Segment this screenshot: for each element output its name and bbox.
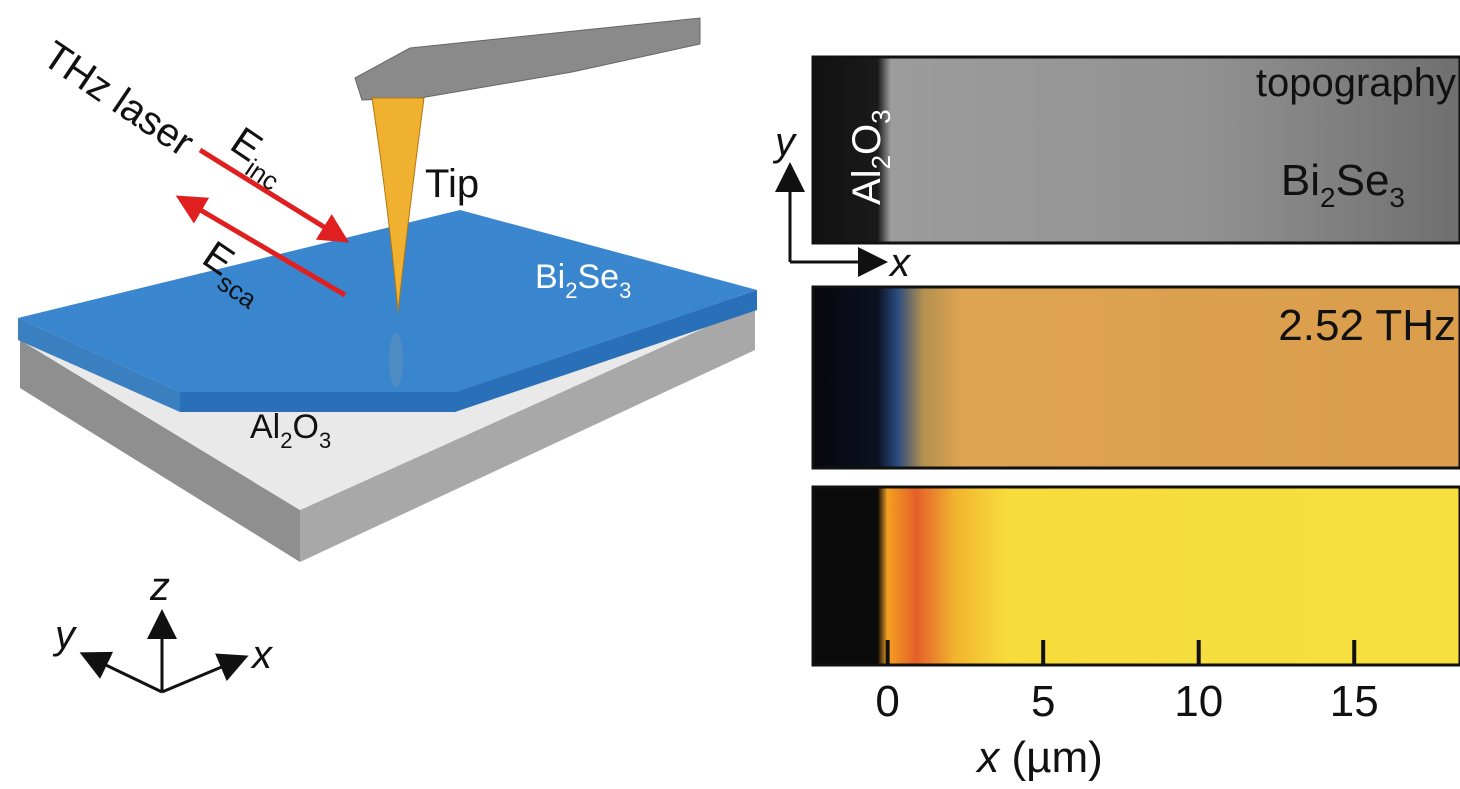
x-axis-unit: (µm) bbox=[1011, 733, 1102, 782]
film-sub: 3 bbox=[619, 278, 631, 303]
map-film-label: Bi2Se3 bbox=[1281, 156, 1405, 213]
x-tick-label: 0 bbox=[875, 677, 899, 726]
x-axis-var: x bbox=[975, 733, 1001, 782]
film-part: Bi bbox=[1281, 156, 1320, 205]
map-x-label: x bbox=[888, 241, 912, 285]
x-tick-label: 10 bbox=[1174, 677, 1223, 726]
sub-sub: 2 bbox=[280, 428, 292, 453]
topography-label: topography bbox=[1256, 61, 1456, 105]
x-label: x bbox=[250, 633, 274, 677]
tip-label: Tip bbox=[425, 162, 479, 206]
film-part: Se bbox=[577, 258, 619, 296]
sub-sub: 3 bbox=[866, 109, 896, 123]
z-label: z bbox=[149, 565, 170, 609]
x-tick-label: 15 bbox=[1330, 677, 1379, 726]
x-axis bbox=[162, 658, 243, 692]
y-axis bbox=[85, 655, 162, 692]
amplitude-map bbox=[813, 487, 1460, 665]
x-tick-label: 5 bbox=[1031, 677, 1055, 726]
tip-reflection bbox=[389, 332, 403, 388]
film-sub: 3 bbox=[1389, 182, 1405, 213]
film-sub: 2 bbox=[565, 278, 577, 303]
sub-part: O bbox=[292, 408, 318, 446]
figure: THz laser Einc Esca Tip Bi2Se3 Al2O3 z y… bbox=[0, 0, 1460, 789]
sub-part: Al bbox=[250, 408, 280, 446]
sub-part: Al bbox=[845, 169, 889, 205]
film-sub: 2 bbox=[1320, 182, 1336, 213]
sub-sub: 2 bbox=[866, 155, 896, 169]
film-part: Se bbox=[1336, 156, 1390, 205]
e-inc-label: Einc bbox=[218, 119, 297, 196]
film-part: Bi bbox=[535, 258, 565, 296]
y-label: y bbox=[52, 613, 78, 657]
x-axis-label: x (µm) bbox=[975, 733, 1103, 782]
cantilever bbox=[355, 18, 700, 100]
map-y-label: y bbox=[772, 120, 798, 164]
laser-label: THz laser bbox=[35, 33, 201, 165]
thz-label: 2.52 THz bbox=[1278, 301, 1456, 350]
sub-part: O bbox=[845, 124, 889, 155]
sub-sub: 3 bbox=[319, 428, 331, 453]
